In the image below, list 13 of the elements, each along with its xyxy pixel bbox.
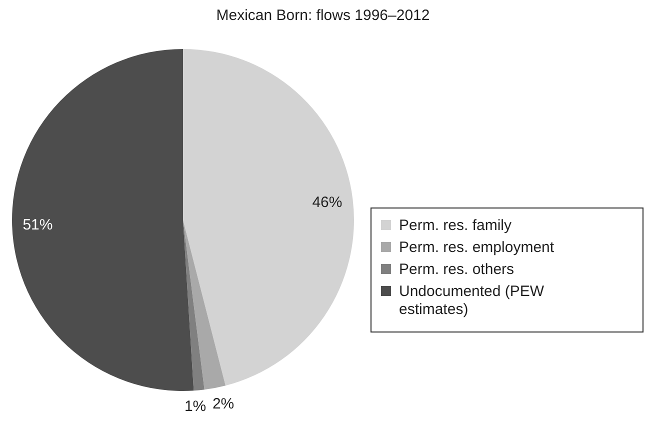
pie-slice — [183, 220, 204, 391]
data-label: 51% — [22, 216, 53, 234]
chart-title: Mexican Born: flows 1996–2012 — [216, 7, 430, 24]
data-label: 46% — [312, 194, 342, 211]
pie-slice — [12, 49, 194, 391]
data-label: 2% — [212, 396, 234, 413]
pie-slice — [183, 220, 226, 390]
legend-label: Undocumented (PEW estimates) — [399, 283, 545, 318]
pie-slice — [183, 49, 354, 386]
data-label: 1% — [184, 398, 206, 416]
legend-label: Perm. res. family — [399, 217, 512, 234]
legend-label: Perm. res. employment — [399, 239, 555, 256]
legend-label: Perm. res. others — [399, 261, 514, 278]
